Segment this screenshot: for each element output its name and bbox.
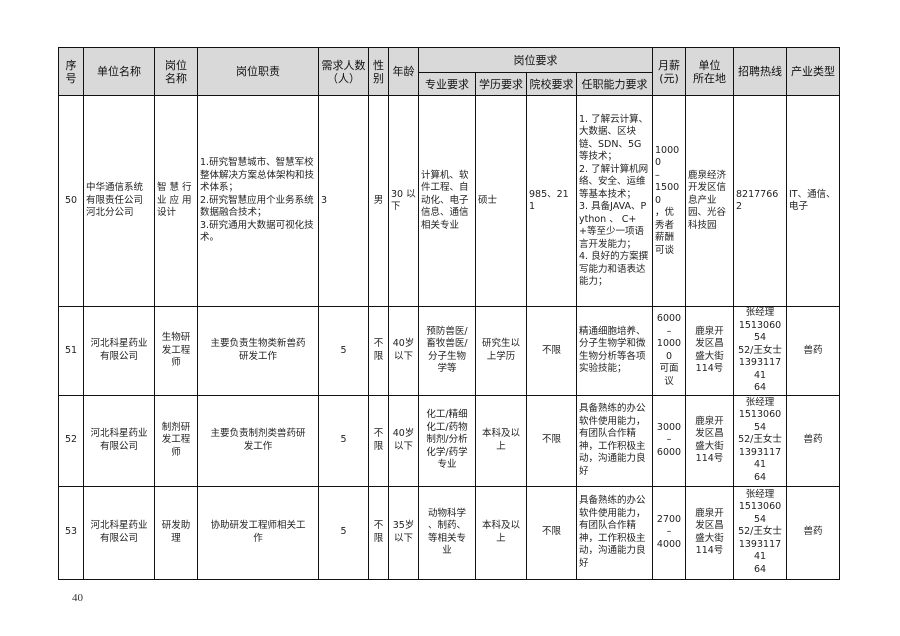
cell-gender: 不限 [368,394,389,487]
cell-gender: 不限 [368,306,389,396]
cell-salary: 2700– 4000 [652,485,686,580]
cell-age: 30 以下 [388,95,419,307]
cell-industry: 兽药 [786,485,840,580]
cell-seq: 51 [58,306,84,396]
cell-salary: 3000– 6000 [652,394,686,487]
cell-unit-name: 中华通信系统有限责任公司河北分公司 [83,95,155,307]
cell-school: 不限 [526,485,577,580]
table-row: 52 河北科星药业 有限公司 制剂研 发工程 师 主要负责制剂类兽药研 发工作 … [58,394,840,487]
cell-age: 40岁 以下 [388,394,419,487]
cell-industry: 兽药 [786,306,840,396]
cell-duties: 协助研发工程师相关工 作 [197,485,319,580]
cell-hotline: 张经理 151306054 52/王女士 139311741 64 [733,306,787,396]
cell-hotline: 张经理 151306054 52/王女士 139311741 64 [733,485,787,580]
header-age: 年龄 [388,47,419,96]
cell-position-name: 智 慧 行业 应 用设计 [154,95,198,307]
cell-unit-name: 河北科星药业 有限公司 [83,306,155,396]
cell-headcount: 5 [318,485,369,580]
cell-education: 本科及以 上 [475,394,527,487]
header-position-name: 岗位 名称 [154,47,198,96]
cell-education: 研究生以 上学历 [475,306,527,396]
header-unit-name: 单位名称 [83,47,155,96]
cell-major: 化工/精细 化工/药物 制剂/分析 化学/药学 专业 [418,394,476,487]
cell-headcount: 3 [318,95,369,307]
cell-seq: 50 [58,95,84,307]
cell-unit-name: 河北科星药业 有限公司 [83,394,155,487]
cell-education: 本科及以 上 [475,485,527,580]
cell-hotline: 张经理 151306054 52/王女士 139311741 64 [733,394,787,487]
cell-age: 40岁 以下 [388,306,419,396]
cell-duties: 主要负责制剂类兽药研 发工作 [197,394,319,487]
header-headcount: 需求人数 （人） [318,47,369,96]
page-number: 40 [72,592,83,604]
header-duties: 岗位职责 [197,47,319,96]
recruitment-table: 序号 单位名称 岗位 名称 岗位职责 需求人数 （人） 性 别 年龄 岗位要求 … [58,47,840,580]
header-major: 专业要求 [418,72,476,96]
table-row: 50 中华通信系统有限责任公司河北分公司 智 慧 行业 应 用设计 1.研究智慧… [58,95,840,307]
table-row: 53 河北科星药业 有限公司 研发助 理 协助研发工程师相关工 作 5 不限 3… [58,485,840,580]
cell-ability: 具备熟练的办公软件使用能力，有团队合作精神，工作积极主动，沟通能力良好 [576,394,653,487]
cell-unit-name: 河北科星药业 有限公司 [83,485,155,580]
cell-industry: IT、通信、电子 [786,95,840,307]
cell-headcount: 5 [318,394,369,487]
cell-gender: 不限 [368,485,389,580]
cell-school: 不限 [526,306,577,396]
header-row-1: 序号 单位名称 岗位 名称 岗位职责 需求人数 （人） 性 别 年龄 岗位要求 … [58,47,840,96]
header-seq: 序号 [58,47,84,96]
cell-position-name: 制剂研 发工程 师 [154,394,198,487]
header-education: 学历要求 [475,72,527,96]
cell-location: 鹿泉开 发区昌 盛大街 114号 [685,306,734,396]
cell-duties: 主要负责生物类新兽药 研发工作 [197,306,319,396]
cell-position-name: 生物研 发工程 师 [154,306,198,396]
cell-seq: 53 [58,485,84,580]
header-requirements: 岗位要求 [418,47,653,73]
cell-ability: 1. 了解云计算、大数据、区块链、SDN、5G等技术； 2. 了解计算机网络、安… [576,95,653,307]
cell-duties: 1.研究智慧城市、智慧军校整体解决方案总体架构和技术体系； 2.研究智慧应用个业… [197,95,319,307]
table-row: 51 河北科星药业 有限公司 生物研 发工程 师 主要负责生物类新兽药 研发工作… [58,306,840,396]
cell-education: 硕士 [475,95,527,307]
cell-major: 计算机、软件工程、自动化、电子信息、通信相关专业 [418,95,476,307]
header-location: 单位 所在地 [685,47,734,96]
cell-seq: 52 [58,394,84,487]
cell-major: 预防兽医/ 畜牧兽医/ 分子生物 学等 [418,306,476,396]
cell-location: 鹿泉开 发区昌 盛大街 114号 [685,394,734,487]
cell-ability: 具备熟练的办公软件使用能力，有团队合作精神，工作积极主动，沟通能力良好 [576,485,653,580]
cell-hotline: 82177662 [733,95,787,307]
cell-position-name: 研发助 理 [154,485,198,580]
header-industry: 产业类型 [786,47,840,96]
cell-gender: 男 [368,95,389,307]
header-salary: 月薪 (元) [652,47,686,96]
cell-headcount: 5 [318,306,369,396]
cell-major: 动物科学 、制药、 等相关专 业 [418,485,476,580]
cell-school: 不限 [526,394,577,487]
cell-school: 985、211 [526,95,577,307]
cell-location: 鹿泉开 发区昌 盛大街 114号 [685,485,734,580]
cell-ability: 精通细胞培养、分子生物学和微生物分析等各项实验技能； [576,306,653,396]
header-gender: 性 别 [368,47,389,96]
cell-salary: 10000 – 15000 ，优秀者薪酬可谈 [652,95,686,307]
cell-industry: 兽药 [786,394,840,487]
header-row-2: 专业要求 学历要求 院校要求 任职能力要求 [59,72,840,96]
cell-salary: 6000– 10000 可面 议 [652,306,686,396]
header-school: 院校要求 [526,72,577,96]
header-hotline: 招聘热线 [733,47,787,96]
cell-age: 35岁 以下 [388,485,419,580]
header-ability: 任职能力要求 [576,72,653,96]
cell-location: 鹿泉经济开发区信息产业园、光谷科技园 [685,95,734,307]
